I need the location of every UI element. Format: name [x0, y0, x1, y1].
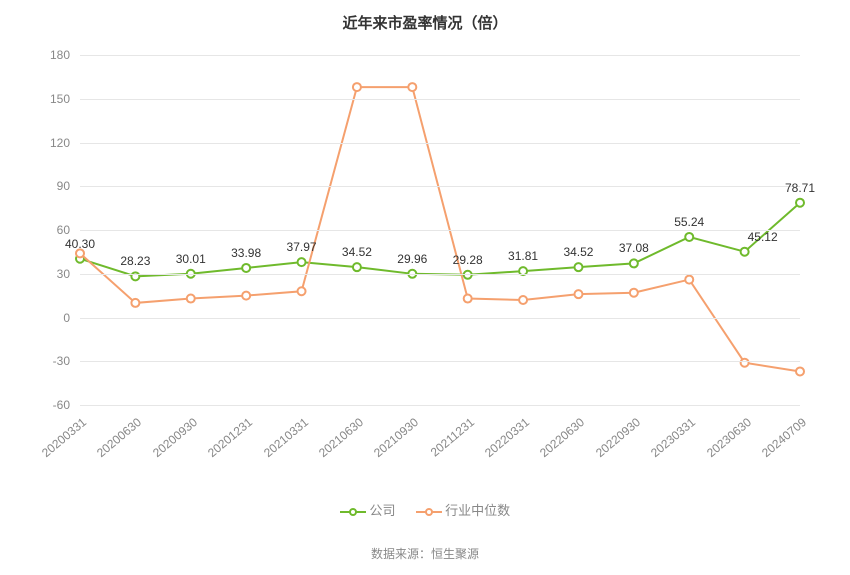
data-marker — [574, 290, 582, 298]
y-axis-label: -30 — [53, 354, 80, 368]
data-marker — [464, 271, 472, 279]
x-axis-label: 20230630 — [704, 415, 754, 460]
x-axis-label: 20200331 — [39, 415, 89, 460]
grid-line — [80, 55, 800, 56]
grid-line — [80, 186, 800, 187]
y-axis-label: -60 — [53, 398, 80, 412]
data-marker — [630, 259, 638, 267]
x-axis-label: 20240709 — [759, 415, 809, 460]
y-axis-label: 120 — [50, 136, 80, 150]
data-marker — [298, 287, 306, 295]
data-label: 30.01 — [176, 252, 206, 266]
x-axis-label: 20201231 — [205, 415, 255, 460]
legend-item: 公司 — [340, 500, 396, 519]
data-marker — [685, 233, 693, 241]
source-text: 数据来源：恒生聚源 — [371, 547, 479, 561]
data-label: 29.28 — [453, 253, 483, 267]
data-label: 34.52 — [563, 245, 593, 259]
data-marker — [353, 83, 361, 91]
data-label: 31.81 — [508, 249, 538, 263]
legend-swatch — [416, 505, 442, 519]
y-axis-label: 60 — [57, 223, 80, 237]
chart-legend: 公司 行业中位数 — [0, 500, 850, 519]
data-marker — [298, 258, 306, 266]
data-marker — [242, 264, 250, 272]
data-marker — [353, 263, 361, 271]
grid-line — [80, 274, 800, 275]
x-axis-label: 20200630 — [94, 415, 144, 460]
data-label: 55.24 — [674, 215, 704, 229]
data-marker — [408, 83, 416, 91]
x-axis-label: 20210930 — [371, 415, 421, 460]
data-marker — [464, 295, 472, 303]
grid-line — [80, 143, 800, 144]
data-label: 78.71 — [785, 181, 815, 195]
data-label: 45.12 — [748, 230, 778, 244]
grid-line — [80, 405, 800, 406]
data-label: 34.52 — [342, 245, 372, 259]
x-axis-label: 20200930 — [150, 415, 200, 460]
y-axis-label: 90 — [57, 179, 80, 193]
pe-ratio-chart: 近年来市盈率情况（倍） -60-300306090120150180202003… — [0, 0, 850, 575]
data-marker — [131, 299, 139, 307]
data-marker — [741, 248, 749, 256]
x-axis-label: 20210630 — [316, 415, 366, 460]
x-axis-label: 20210331 — [261, 415, 311, 460]
grid-line — [80, 318, 800, 319]
x-axis-label: 20220331 — [482, 415, 532, 460]
x-axis-label: 20220930 — [593, 415, 643, 460]
plot-area: -60-300306090120150180202003312020063020… — [80, 55, 800, 405]
data-marker — [796, 367, 804, 375]
chart-source: 数据来源：恒生聚源 — [0, 545, 850, 562]
x-axis-label: 20220630 — [538, 415, 588, 460]
x-axis-label: 20211231 — [427, 415, 476, 459]
data-marker — [630, 289, 638, 297]
legend-item: 行业中位数 — [416, 500, 511, 519]
data-marker — [685, 276, 693, 284]
y-axis-label: 0 — [63, 311, 80, 325]
y-axis-label: 30 — [57, 267, 80, 281]
y-axis-label: 150 — [50, 92, 80, 106]
data-label: 37.97 — [287, 240, 317, 254]
legend-label: 行业中位数 — [442, 503, 511, 518]
data-marker — [574, 263, 582, 271]
legend-swatch — [340, 505, 366, 519]
data-marker — [796, 199, 804, 207]
chart-title: 近年来市盈率情况（倍） — [0, 12, 850, 33]
data-label: 37.08 — [619, 241, 649, 255]
data-label: 29.96 — [397, 252, 427, 266]
x-axis-label: 20230331 — [648, 415, 698, 460]
grid-line — [80, 361, 800, 362]
grid-line — [80, 99, 800, 100]
legend-label: 公司 — [366, 503, 396, 518]
data-marker — [741, 359, 749, 367]
data-label: 28.23 — [120, 254, 150, 268]
data-label: 40.30 — [65, 237, 95, 251]
data-marker — [519, 296, 527, 304]
grid-line — [80, 230, 800, 231]
data-marker — [187, 295, 195, 303]
y-axis-label: 180 — [50, 48, 80, 62]
data-label: 33.98 — [231, 246, 261, 260]
data-marker — [242, 292, 250, 300]
